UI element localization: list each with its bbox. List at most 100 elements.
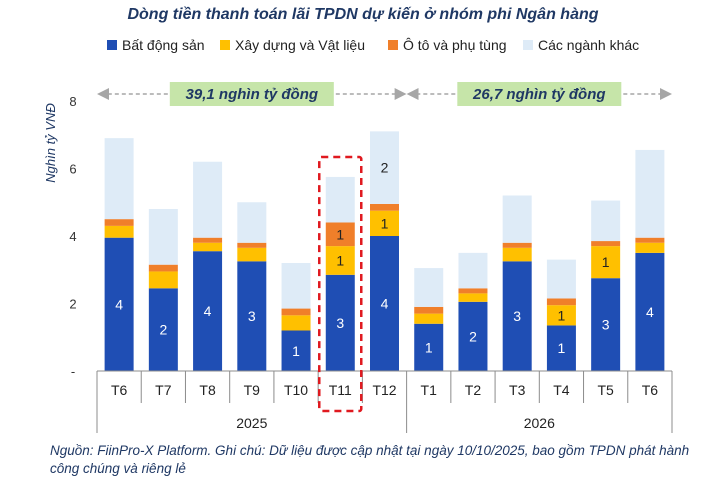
bar-segment xyxy=(458,252,488,289)
bar-segment xyxy=(502,247,532,262)
y-tick-label: 2 xyxy=(69,297,76,312)
bar-segment xyxy=(502,195,532,243)
bar-segment xyxy=(635,237,665,243)
bar-segment xyxy=(104,138,134,220)
bar-segment xyxy=(370,203,399,211)
bar-segment xyxy=(237,242,267,248)
y-tick-label: 8 xyxy=(69,94,76,109)
legend-swatch xyxy=(220,40,230,50)
chart-title: Dòng tiền thanh toán lãi TPDN dự kiến ở … xyxy=(127,6,598,23)
bar-data-label: 4 xyxy=(381,296,389,312)
bar-segment xyxy=(281,308,311,316)
bars: 4 2 4 3 1 3 1 1 4 1 2 1 2 3 1 1 3 1 4 xyxy=(104,131,665,371)
x-tick-label: T10 xyxy=(284,382,308,398)
annotation-label: 26,7 nghìn tỷ đồng xyxy=(472,86,606,103)
x-tick-label: T8 xyxy=(199,382,216,398)
bar-segment xyxy=(281,315,311,331)
bar-segment xyxy=(104,219,134,226)
bar-data-label: 1 xyxy=(558,307,566,323)
x-tick-label: T7 xyxy=(155,382,172,398)
bar-segment xyxy=(458,301,488,371)
bar-data-label: 1 xyxy=(558,340,566,356)
bar-segment xyxy=(237,261,267,371)
bar-data-label: 4 xyxy=(115,296,123,312)
legend-swatch xyxy=(107,40,117,50)
bar-segment xyxy=(237,202,267,243)
bar-segment xyxy=(193,161,223,238)
bar-segment xyxy=(591,278,621,371)
bar-segment xyxy=(414,323,444,371)
bar-data-label: 2 xyxy=(381,160,389,176)
legend-label: Xây dựng và Vật liệu xyxy=(235,37,365,53)
x-group-label: 2025 xyxy=(236,415,267,431)
x-tick-label: T1 xyxy=(421,382,438,398)
bar-segment xyxy=(370,210,399,236)
bar-data-label: 4 xyxy=(204,303,212,319)
bar-segment xyxy=(193,242,223,252)
x-tick-label: T9 xyxy=(244,382,261,398)
bar-data-label: 3 xyxy=(513,308,521,324)
y-tick-label: 6 xyxy=(69,162,76,177)
x-tick-label: T4 xyxy=(553,382,570,398)
bar-segment xyxy=(148,271,178,289)
legend-label: Ô tô và phụ tùng xyxy=(403,37,507,53)
x-tick-label: T11 xyxy=(329,382,352,398)
highlight-box xyxy=(318,155,363,413)
bar-data-label: 1 xyxy=(336,226,344,242)
y-axis-label: Nghìn tỷ VNĐ xyxy=(43,103,58,183)
bar-segment xyxy=(104,225,134,238)
bar-segment xyxy=(635,242,665,253)
bar-segment xyxy=(546,325,576,371)
bar-segment xyxy=(370,131,399,204)
x-tick-label: T12 xyxy=(372,382,396,398)
bar-segment xyxy=(591,200,621,242)
bar-segment xyxy=(281,330,311,371)
bar-segment xyxy=(414,306,444,314)
bar-data-label: 1 xyxy=(292,343,300,359)
bar-segment xyxy=(148,209,178,265)
annotation-box xyxy=(169,82,334,106)
y-tick-label: - xyxy=(71,364,75,379)
bar-data-label: 1 xyxy=(336,252,344,268)
x-group-label: 2026 xyxy=(524,415,555,431)
x-tick-label: T6 xyxy=(642,382,659,398)
bar-segment xyxy=(370,236,399,371)
bar-segment xyxy=(414,313,444,324)
bar-data-label: 3 xyxy=(602,317,610,333)
bar-segment xyxy=(104,237,134,371)
bar-data-label: 1 xyxy=(425,339,433,355)
bar-segment xyxy=(502,242,532,248)
x-axis: T6 T7 T8 T9 T10 T11 T12 T1 T2 T3 T4 T5 T6 2025 2026 xyxy=(96,155,673,433)
bar-data-label: 4 xyxy=(646,304,654,320)
bar-segment xyxy=(325,246,355,275)
legend: Bất động sản Xây dựng và Vật liệu Ô tô và … xyxy=(107,37,639,53)
bar-segment xyxy=(546,298,576,306)
bar-segment xyxy=(591,246,621,279)
bar-segment xyxy=(546,305,576,326)
x-tick-label: T6 xyxy=(111,382,128,398)
bar-segment xyxy=(414,268,444,307)
x-tick-label: T5 xyxy=(597,382,614,398)
bar-segment xyxy=(193,251,223,371)
y-tick-label: 4 xyxy=(69,229,76,244)
bar-segment xyxy=(546,259,576,299)
source-note: Nguồn: FiinPro-X Platform. Ghi chú: Dữ l… xyxy=(50,443,690,476)
bar-segment xyxy=(148,288,178,371)
bar-data-label: 2 xyxy=(159,322,167,338)
bar-segment xyxy=(635,252,665,371)
bar-data-label: 3 xyxy=(248,308,256,324)
bar-data-label: 3 xyxy=(336,315,344,331)
legend-swatch xyxy=(388,40,398,50)
bar-segment xyxy=(325,176,355,223)
bar-segment xyxy=(148,264,178,272)
x-tick-label: T2 xyxy=(465,382,482,398)
bar-segment xyxy=(281,263,311,309)
legend-swatch xyxy=(523,40,533,50)
bar-segment xyxy=(237,247,267,262)
bar-segment xyxy=(193,237,223,243)
x-tick-label: T3 xyxy=(509,382,526,398)
legend-label: Các ngành khác xyxy=(538,37,639,53)
annotations: 39,1 nghìn tỷ đồng 26,7 nghìn tỷ đồng xyxy=(97,82,672,106)
bar-segment xyxy=(325,222,355,247)
y-axis-ticks: - 2 4 6 8 xyxy=(69,94,76,379)
